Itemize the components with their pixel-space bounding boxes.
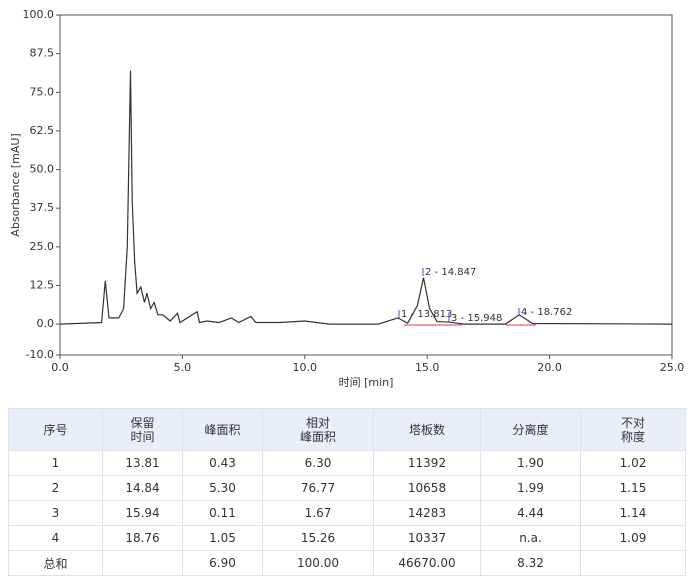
peak-annotation: 1 - 13.813 <box>401 309 452 320</box>
trace-line <box>59 70 673 325</box>
table-row: 2 14.84 5.30 76.77 10658 1.99 1.15 <box>8 475 686 501</box>
y-tick-label: 0.0 <box>37 317 55 330</box>
y-tick-label: 75.0 <box>30 85 55 98</box>
table-cell: 1.14 <box>580 500 686 526</box>
chart: Absorbance [mAU] 时间 [min] -10.00.012.525… <box>9 8 685 389</box>
table-cell: 1.99 <box>480 475 581 501</box>
table-cell: 序号 <box>8 408 103 451</box>
table-cell <box>580 550 686 576</box>
table-cell: 8.32 <box>480 550 581 576</box>
x-axis-label: 时间 [min] <box>339 376 394 389</box>
table-cell: 11392 <box>373 450 481 476</box>
table-cell: 18.76 <box>102 525 183 551</box>
y-tick-label: 50.0 <box>30 163 55 176</box>
table-cell: 5.30 <box>182 475 263 501</box>
table-cell: 14283 <box>373 500 481 526</box>
results-table: 序号 保留 时间 峰面积 相对 峰面积 塔板数 分离度 不对 称度 1 13.81 0.43 6.3… <box>8 408 686 576</box>
table-cell: 1.67 <box>262 500 374 526</box>
table-cell: 1.05 <box>182 525 263 551</box>
y-tick-label: 37.5 <box>30 201 55 214</box>
table-row: 总和 6.90 100.00 46670.00 8.32 <box>8 550 686 576</box>
table-cell: 6.30 <box>262 450 374 476</box>
x-tick-label: 0.0 <box>51 361 69 374</box>
table-cell: 15.26 <box>262 525 374 551</box>
table-cell: 2 <box>8 475 103 501</box>
table-cell: 46670.00 <box>373 550 481 576</box>
y-tick-label: 62.5 <box>30 124 55 137</box>
table-cell: 1.02 <box>580 450 686 476</box>
table-cell: 保留 时间 <box>102 408 183 451</box>
table-cell: 塔板数 <box>373 408 481 451</box>
table-cell: 14.84 <box>102 475 183 501</box>
x-tick-label: 20.0 <box>537 361 562 374</box>
table-cell <box>102 550 183 576</box>
table-row: 1 13.81 0.43 6.30 11392 1.90 1.02 <box>8 450 686 476</box>
x-tick-label: 5.0 <box>174 361 192 374</box>
table-row: 3 15.94 0.11 1.67 14283 4.44 1.14 <box>8 500 686 526</box>
table-cell: 76.77 <box>262 475 374 501</box>
table-cell: 总和 <box>8 550 103 576</box>
table-cell: 1 <box>8 450 103 476</box>
x-tick-label: 10.0 <box>293 361 318 374</box>
peak-annotation: 3 - 15.948 <box>451 313 502 324</box>
table-cell: n.a. <box>480 525 581 551</box>
table-row: 序号 保留 时间 峰面积 相对 峰面积 塔板数 分离度 不对 称度 <box>8 408 686 451</box>
table-cell: 相对 峰面积 <box>262 408 374 451</box>
table-cell: 1.09 <box>580 525 686 551</box>
table-cell: 15.94 <box>102 500 183 526</box>
y-tick-label: 100.0 <box>23 8 55 21</box>
table-cell: 1.15 <box>580 475 686 501</box>
table-body: 序号 保留 时间 峰面积 相对 峰面积 塔板数 分离度 不对 称度 1 13.81 0.43 6.3… <box>8 408 686 576</box>
table-cell: 100.00 <box>262 550 374 576</box>
table-cell: 0.43 <box>182 450 263 476</box>
y-tick-label: 25.0 <box>30 240 55 253</box>
table-cell: 4.44 <box>480 500 581 526</box>
table-row: 4 18.76 1.05 15.26 10337 n.a. 1.09 <box>8 525 686 551</box>
table-cell: 3 <box>8 500 103 526</box>
table-cell: 1.90 <box>480 450 581 476</box>
y-axis-label: Absorbance [mAU] <box>9 133 22 236</box>
table-cell: 10337 <box>373 525 481 551</box>
table-cell: 6.90 <box>182 550 263 576</box>
table-cell: 4 <box>8 525 103 551</box>
table-cell: 分离度 <box>480 408 581 451</box>
table-cell: 13.81 <box>102 450 183 476</box>
table-cell: 0.11 <box>182 500 263 526</box>
y-tick-label: -10.0 <box>26 348 54 361</box>
y-tick-label: 12.5 <box>30 278 55 291</box>
plot-frame <box>59 14 673 356</box>
peak-annotation: 2 - 14.847 <box>425 267 476 278</box>
table-cell: 峰面积 <box>182 408 263 451</box>
y-tick-label: 87.5 <box>30 47 55 60</box>
table-cell: 10658 <box>373 475 481 501</box>
peak-annotation: 4 - 18.762 <box>521 307 572 318</box>
table-cell: 不对 称度 <box>580 408 686 451</box>
x-tick-label: 25.0 <box>660 361 685 374</box>
x-tick-label: 15.0 <box>415 361 440 374</box>
